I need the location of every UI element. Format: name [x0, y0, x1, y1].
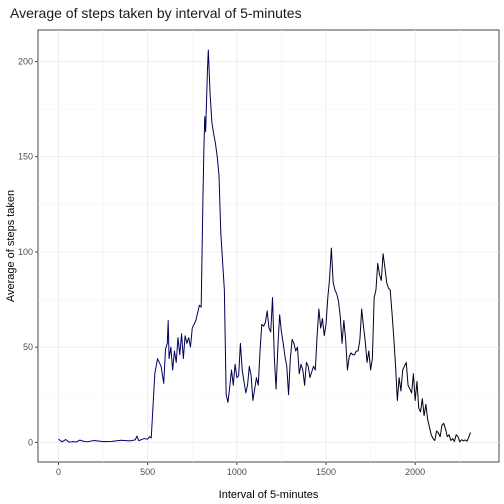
x-tick-label: 500 [140, 467, 155, 477]
x-tick-label: 1000 [227, 467, 247, 477]
x-axis-ticks: 0 500 1000 1500 2000 [56, 462, 425, 477]
x-tick-label: 1500 [316, 467, 336, 477]
y-tick-label: 100 [18, 247, 33, 257]
x-tick-label: 0 [56, 467, 61, 477]
x-axis-title: Interval of 5-minutes [219, 489, 319, 501]
y-tick-label: 200 [18, 56, 33, 66]
y-axis-title: Average of steps taken [5, 190, 17, 302]
series-line [58, 49, 471, 443]
grid [38, 30, 499, 462]
y-tick-label: 150 [18, 152, 33, 162]
plot-panel [37, 29, 500, 463]
x-tick-label: 2000 [405, 467, 425, 477]
y-axis-ticks: 0 50 100 150 200 [18, 56, 38, 447]
y-tick-label: 50 [23, 342, 33, 352]
chart-title: Average of steps taken by interval of 5-… [10, 5, 302, 21]
y-tick-label: 0 [28, 437, 33, 447]
